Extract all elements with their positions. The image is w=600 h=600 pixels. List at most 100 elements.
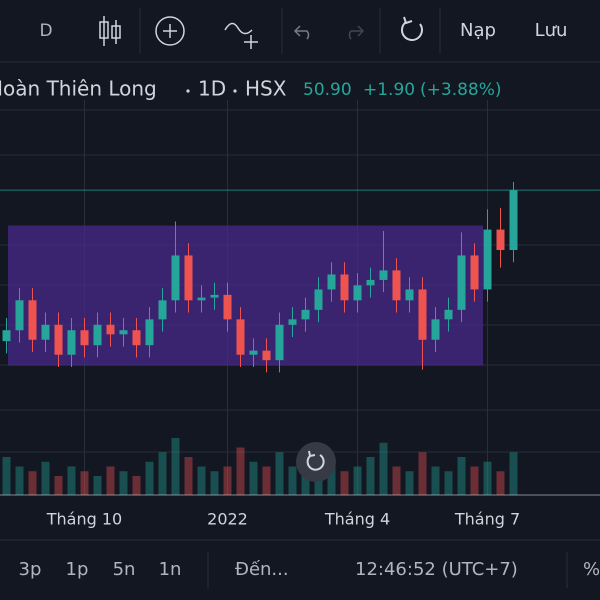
volume-bar [67, 466, 76, 495]
load-button[interactable]: Nạp [460, 20, 496, 41]
volume-bar [223, 466, 232, 495]
volume-bar [262, 466, 271, 495]
candle-body [366, 279, 375, 286]
volume-bar [470, 466, 479, 495]
volume-bar [509, 452, 518, 495]
volume-bar [119, 471, 128, 495]
range-button[interactable]: 5n [113, 559, 136, 580]
range-button[interactable]: 1n [159, 559, 182, 580]
volume-bar [483, 461, 492, 495]
compare-button[interactable] [155, 16, 185, 46]
volume-bar [405, 471, 414, 495]
candle-body [405, 289, 414, 301]
volume-bar [444, 471, 453, 495]
last-price: 50.90 [303, 80, 352, 100]
volume-bar [197, 466, 206, 495]
x-tick-label: Tháng 10 [46, 510, 122, 529]
volume-bar [379, 442, 388, 495]
candle-body [223, 294, 232, 320]
goto-button[interactable]: Đến... [235, 559, 289, 580]
volume-bar [275, 452, 284, 495]
candle-style-button[interactable] [99, 16, 121, 46]
candle-body [379, 270, 388, 280]
volume-bar [145, 461, 154, 495]
undo-button[interactable] [293, 25, 310, 40]
volume-bar [132, 476, 141, 495]
x-tick-label: 2022 [207, 510, 248, 529]
candle-body [28, 300, 37, 340]
candle-body [418, 289, 427, 340]
volume-bar [158, 452, 167, 495]
reload-button[interactable] [401, 16, 423, 41]
volume-bar [392, 466, 401, 495]
volume-bar [93, 476, 102, 495]
candle-body [236, 319, 245, 355]
candle-body [301, 309, 310, 320]
volume-bar [366, 457, 375, 495]
save-button[interactable]: Lưu [535, 20, 568, 41]
candle-body [288, 319, 297, 325]
candle-body [457, 255, 466, 310]
candle-body [249, 350, 258, 355]
volume-bar [340, 471, 349, 495]
candle-body [184, 255, 193, 301]
candle-body [392, 270, 401, 301]
candle-body [262, 350, 271, 361]
clock[interactable]: 12:46:52 (UTC+7) [355, 559, 518, 580]
candle-body [327, 274, 336, 290]
candle-body [483, 229, 492, 290]
indicators-button[interactable] [224, 22, 258, 49]
candle-body [210, 294, 219, 298]
range-button[interactable]: 3p [19, 559, 42, 580]
percent-scale-button[interactable]: % [583, 559, 600, 580]
candle-body [2, 330, 11, 342]
candle-body [470, 255, 479, 290]
exchange: HSX [245, 77, 287, 101]
symbol-name: Hoàn Thiên Long [0, 77, 157, 101]
volume-bar [431, 466, 440, 495]
volume-bar [210, 471, 219, 495]
volume-bar [236, 447, 245, 495]
candle-body [197, 297, 206, 301]
volume-bar [41, 461, 50, 495]
volume-bar [418, 452, 427, 495]
volume-bar [80, 471, 89, 495]
candle-body [93, 324, 102, 346]
candle-body [67, 330, 76, 355]
reset-view-button[interactable] [296, 442, 336, 482]
candle-body [158, 300, 167, 320]
volume-bar [28, 471, 37, 495]
price-change: +1.90 [363, 80, 415, 100]
candle-body [132, 330, 141, 346]
candle-body [275, 324, 284, 361]
candle-body [15, 300, 24, 331]
redo-button[interactable] [348, 25, 365, 40]
x-tick-label: Tháng 7 [454, 510, 520, 529]
volume-bar [249, 461, 258, 495]
candle-body [106, 324, 115, 335]
volume-bar [496, 471, 505, 495]
volume-bar [353, 466, 362, 495]
candle-body [431, 319, 440, 340]
candle-body [509, 190, 518, 250]
volume-bar [327, 461, 336, 495]
candle-body [171, 255, 180, 301]
volume-bar [15, 466, 24, 495]
plot-area [0, 100, 600, 495]
candle-body [444, 309, 453, 320]
range-button[interactable]: 1p [66, 559, 89, 580]
interval-button[interactable]: D [39, 21, 52, 41]
volume-bar [2, 457, 11, 495]
volume-bar [184, 457, 193, 495]
volume-bar [106, 466, 115, 495]
volume-bar [301, 471, 310, 495]
volume-bar [171, 438, 180, 495]
volume-bar [457, 457, 466, 495]
candle-body [145, 319, 154, 346]
candle-body [353, 285, 362, 301]
volume-bar [288, 466, 297, 495]
candle-body [340, 274, 349, 301]
candle-body [41, 324, 50, 340]
